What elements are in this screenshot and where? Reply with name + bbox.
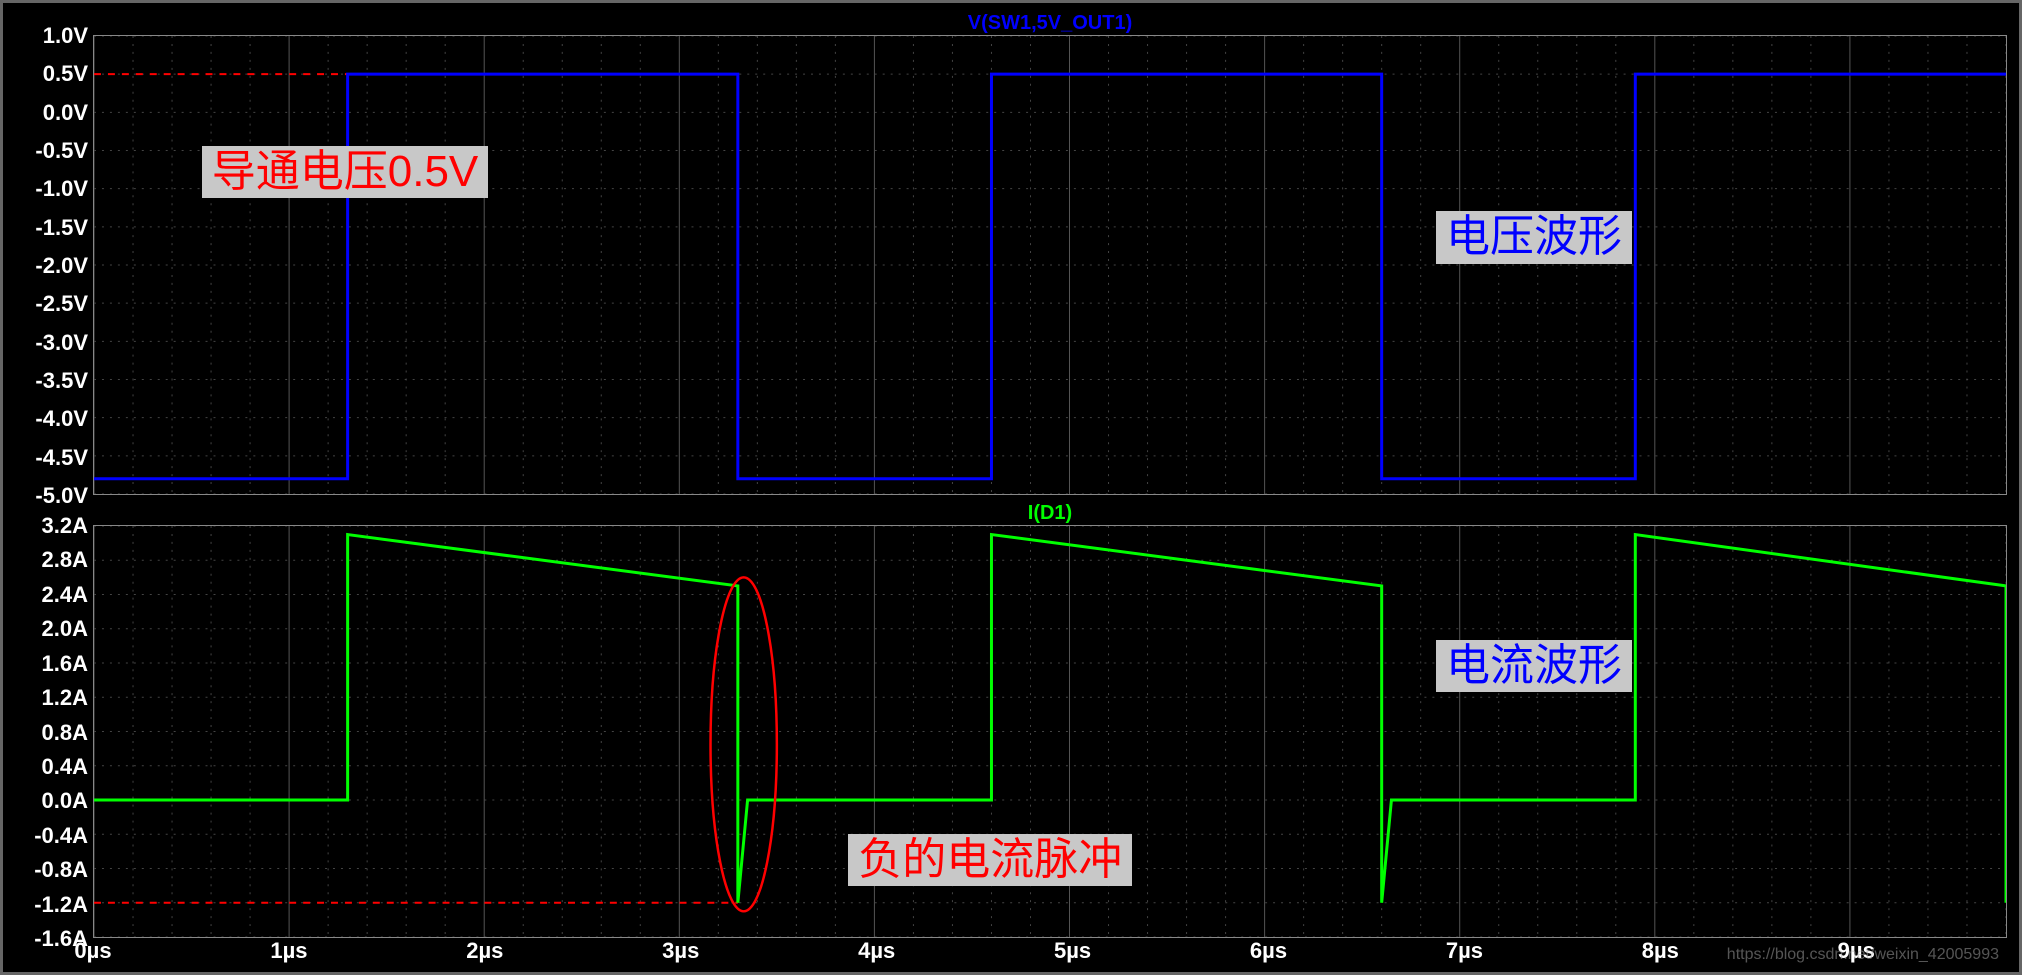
watermark: https://blog.csdn.net/weixin_42005993 — [1727, 946, 1999, 964]
ytick: 1.6A — [42, 651, 88, 677]
ytick: 2.8A — [42, 547, 88, 573]
annotation-voltage-waveform: 电压波形 — [1436, 211, 1632, 263]
pane-voltage[interactable]: V(SW1,5V_OUT1)1.0V0.5V0.0V-0.5V-1.0V-1.5… — [93, 35, 2007, 495]
ytick: -4.5V — [35, 445, 88, 471]
oscilloscope-plot: V(SW1,5V_OUT1) 1.0V 0.5V 0.0V -0.5V -1.0V -1.5… — [0, 0, 2022, 975]
ytick: 0.0A — [42, 788, 88, 814]
xtick: 8µs — [1642, 938, 1679, 964]
annotation-current-waveform: 电流波形 — [1436, 640, 1632, 692]
ytick: -0.5V — [35, 138, 88, 164]
xtick: 1µs — [270, 938, 307, 964]
ytick: 0.0V — [43, 100, 88, 126]
ytick: -1.2A — [34, 892, 88, 918]
ytick: -3.0V — [35, 330, 88, 356]
xtick: 2µs — [466, 938, 503, 964]
pane-current[interactable]: I(D1)3.2A2.8A2.4A2.0A1.6A1.2A0.8A0.4A0.0… — [93, 525, 2007, 938]
xtick: 4µs — [858, 938, 895, 964]
ytick: -5.0V — [35, 483, 88, 509]
ytick: -0.4A — [34, 823, 88, 849]
ytick: -3.5V — [35, 368, 88, 394]
xtick: 7µs — [1446, 938, 1483, 964]
ytick: 3.2A — [42, 513, 88, 539]
ytick: -2.0V — [35, 253, 88, 279]
ytick: 0.8A — [42, 720, 88, 746]
annotation-conduction-voltage: 导通电压0.5V — [202, 146, 489, 198]
ytick: -2.5V — [35, 291, 88, 317]
ytick: -1.0V — [35, 176, 88, 202]
ytick: -1.5V — [35, 215, 88, 241]
ytick: 2.4A — [42, 582, 88, 608]
xtick: 6µs — [1250, 938, 1287, 964]
pane-title-current: I(D1) — [1028, 502, 1072, 525]
ytick: 1.2A — [42, 685, 88, 711]
ytick: 0.4A — [42, 754, 88, 780]
ytick: -0.8A — [34, 857, 88, 883]
ytick: -4.0V — [35, 406, 88, 432]
grid-voltage — [94, 36, 2006, 494]
xtick: 5µs — [1054, 938, 1091, 964]
xtick: 0µs — [74, 938, 111, 964]
ytick: 0.5V — [43, 61, 88, 87]
x-axis: 0µs1µs2µs3µs4µs5µs6µs7µs8µs9µs — [93, 938, 2007, 968]
xtick: 3µs — [662, 938, 699, 964]
ytick: 2.0A — [42, 616, 88, 642]
pane-title-voltage: V(SW1,5V_OUT1) — [968, 12, 1132, 35]
annotation-neg-current-pulse: 负的电流脉冲 — [848, 834, 1132, 886]
ytick: 1.0V — [43, 23, 88, 49]
plot-area[interactable]: V(SW1,5V_OUT1)1.0V0.5V0.0V-0.5V-1.0V-1.5… — [93, 13, 2007, 932]
